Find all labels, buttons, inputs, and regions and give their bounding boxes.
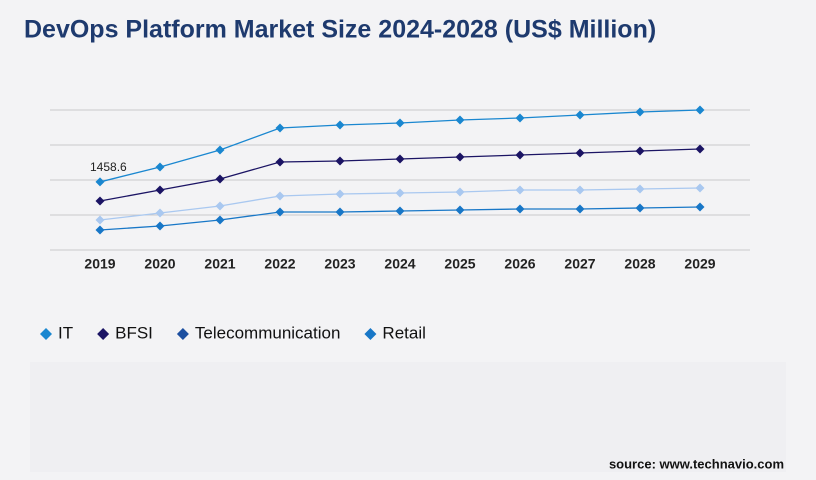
point-marker: [395, 188, 405, 198]
point-marker: [635, 146, 645, 156]
point-marker: [95, 196, 105, 206]
point-marker: [155, 162, 165, 172]
point-marker: [95, 177, 105, 187]
x-tick-label: 2025: [444, 256, 475, 272]
legend-marker: [176, 328, 189, 340]
x-tick-label: 2029: [684, 256, 715, 272]
x-tick-label: 2028: [624, 256, 655, 272]
point-marker: [395, 206, 405, 216]
point-marker: [575, 204, 585, 214]
x-tick-label: 2020: [144, 256, 175, 272]
point-marker: [335, 120, 345, 130]
point-marker: [695, 144, 705, 154]
point-marker: [275, 123, 285, 133]
legend-marker: [40, 328, 52, 340]
point-marker: [515, 204, 525, 214]
point-marker: [455, 152, 465, 162]
legend-label: BFSI: [115, 323, 153, 342]
point-marker: [695, 183, 705, 193]
chart-title: DevOps Platform Market Size 2024-2028 (U…: [24, 16, 656, 44]
source: source: www.technavio.com: [609, 456, 784, 471]
legend-marker: [97, 328, 110, 340]
point-marker: [155, 185, 165, 195]
point-marker: [455, 205, 465, 215]
point-marker: [155, 221, 165, 231]
legend-label: Retail: [382, 323, 425, 342]
x-tick-label: 2024: [384, 256, 415, 272]
point-marker: [635, 184, 645, 194]
point-marker: [215, 215, 225, 225]
point-marker: [395, 154, 405, 164]
point-marker: [95, 225, 105, 235]
footer-panel: [30, 362, 786, 472]
point-marker: [515, 113, 525, 123]
point-marker: [395, 118, 405, 128]
point-marker: [335, 189, 345, 199]
point-marker: [575, 110, 585, 120]
x-tick-label: 2027: [564, 256, 595, 272]
data-label: 1458.6: [90, 160, 127, 174]
point-marker: [95, 215, 105, 225]
point-marker: [335, 156, 345, 166]
point-marker: [455, 187, 465, 197]
point-marker: [155, 208, 165, 218]
point-marker: [515, 150, 525, 160]
legend-label: IT: [58, 323, 73, 342]
x-tick-label: 2023: [324, 256, 355, 272]
point-marker: [215, 201, 225, 211]
point-marker: [335, 207, 345, 217]
point-marker: [575, 185, 585, 195]
point-marker: [275, 191, 285, 201]
x-tick-label: 2026: [504, 256, 535, 272]
point-marker: [275, 157, 285, 167]
x-tick-label: 2019: [84, 256, 115, 272]
point-marker: [215, 174, 225, 184]
point-marker: [455, 115, 465, 125]
point-marker: [635, 107, 645, 117]
point-marker: [275, 207, 285, 217]
x-tick-label: 2022: [264, 256, 295, 272]
point-marker: [695, 202, 705, 212]
x-tick-label: 2021: [204, 256, 235, 272]
point-marker: [575, 148, 585, 158]
point-marker: [635, 203, 645, 213]
legend-marker: [364, 328, 377, 340]
point-marker: [695, 105, 705, 115]
point-marker: [515, 185, 525, 195]
legend-label: Telecommunication: [195, 323, 341, 342]
point-marker: [215, 145, 225, 155]
